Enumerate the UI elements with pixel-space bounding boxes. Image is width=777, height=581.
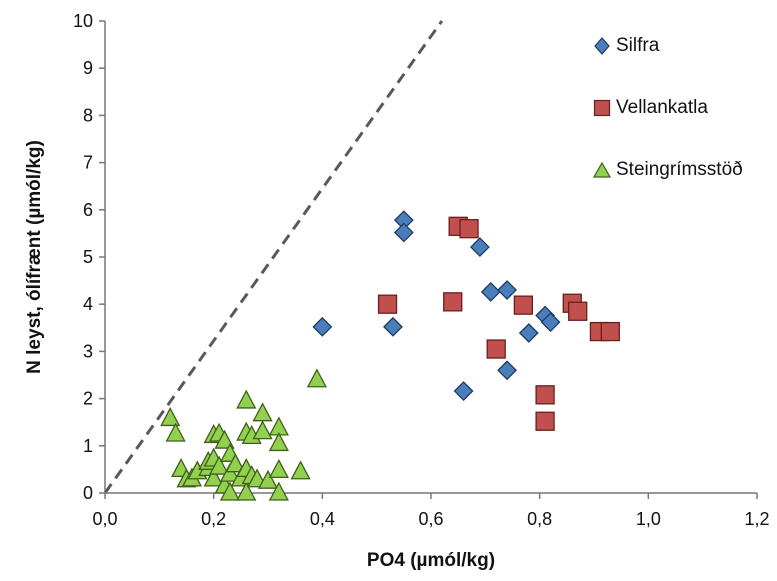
vellankatla-point — [486, 339, 506, 359]
silfra-point — [497, 360, 517, 381]
legend: Silfra Vellankatla Steingrímsstöð — [592, 34, 743, 220]
reference-line-layer — [103, 20, 444, 494]
silfra-point — [312, 316, 333, 337]
steingrimsstod-point — [306, 368, 327, 388]
y-tick-label: 5 — [83, 247, 93, 267]
y-tick-label: 1 — [83, 436, 93, 456]
vellankatla-point — [535, 385, 555, 405]
steingrimsstod-point — [290, 460, 311, 480]
y-tick-label: 4 — [83, 294, 93, 314]
y-tick-label: 3 — [83, 341, 93, 361]
dashed-reference-line — [103, 20, 444, 494]
legend-item-steingrimsstod: Steingrímsstöð — [592, 158, 743, 182]
legend-label: Vellankatla — [616, 97, 708, 118]
steingrimsstod-point — [203, 467, 224, 487]
x-tick-label: 0,4 — [310, 509, 335, 529]
vellankatla-point — [513, 295, 534, 315]
steingrimsstod-point — [268, 458, 289, 478]
steingrimsstod-point — [252, 402, 273, 422]
series-triangle — [160, 368, 327, 501]
silfra-point — [497, 280, 517, 300]
y-tick-label: 10 — [73, 11, 93, 31]
silfra-point — [540, 312, 561, 333]
x-tick-label: 1,2 — [744, 509, 769, 529]
legend-item-silfra: Silfra — [592, 34, 743, 58]
y-tick-label: 6 — [83, 200, 93, 220]
steingrimsstod-point — [160, 407, 181, 427]
silfra-point — [518, 323, 539, 343]
steingrimsstod-point — [219, 481, 241, 501]
steingrimsstod-point — [268, 432, 289, 452]
steingrimsstod-point — [252, 420, 273, 440]
steingrimsstod-point — [219, 462, 241, 482]
vellankatla-point — [568, 301, 588, 321]
y-tick-label: 2 — [83, 389, 93, 409]
steingrimsstod-point — [257, 469, 279, 489]
steingrimsstod-point — [268, 481, 289, 501]
silfra-point — [383, 316, 403, 337]
steingrimsstod-point — [214, 429, 235, 449]
diamond-icon — [592, 37, 612, 55]
silfra-point — [393, 222, 414, 243]
vellankatla-point — [535, 411, 555, 431]
silfra-point — [469, 237, 490, 258]
y-tick-label: 0 — [83, 483, 93, 503]
y-tick-label: 9 — [83, 58, 93, 78]
x-tick-label: 0,6 — [418, 509, 443, 529]
vellankatla-point — [377, 294, 398, 314]
steingrimsstod-point — [236, 389, 257, 409]
steingrimsstod-point — [165, 422, 186, 442]
series-diamond — [312, 210, 561, 401]
y-tick-label: 8 — [83, 105, 93, 125]
vellankatla-point — [459, 219, 479, 239]
steingrimsstod-point — [236, 481, 257, 501]
y-axis-label: N leyst, ólífrænt (µmól/kg) — [24, 140, 45, 374]
legend-item-vellankatla: Vellankatla — [592, 96, 743, 120]
x-tick-label: 0,2 — [201, 509, 226, 529]
silfra-point — [480, 282, 501, 302]
data-points — [160, 210, 620, 501]
silfra-point — [453, 381, 474, 401]
axes: 0 1 2 3 4 5 6 7 8 9 10 0,0 0,2 0,4 0,6 0,8 1,0 1,2 — [73, 11, 770, 529]
square-icon — [592, 99, 612, 117]
series-square — [377, 216, 620, 431]
vellankatla-point — [443, 292, 463, 312]
triangle-icon — [592, 161, 612, 179]
steingrimsstod-point — [209, 455, 230, 475]
legend-label: Steingrímsstöð — [616, 159, 743, 180]
legend-label: Silfra — [616, 35, 660, 56]
x-axis-label: PO4 (µmól/kg) — [367, 550, 495, 571]
x-tick-label: 1,0 — [636, 509, 661, 529]
x-tick-label: 0,0 — [92, 509, 117, 529]
x-tick-label: 0,8 — [527, 509, 552, 529]
vellankatla-point — [600, 321, 620, 342]
steingrimsstod-point — [225, 453, 246, 473]
y-tick-label: 7 — [83, 153, 93, 173]
